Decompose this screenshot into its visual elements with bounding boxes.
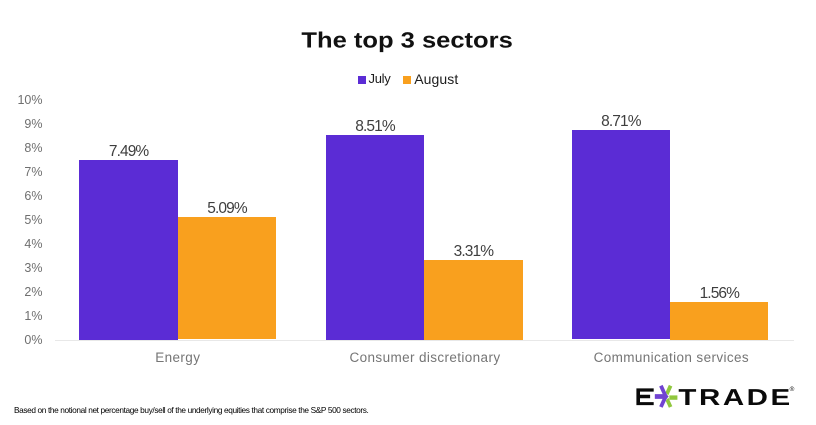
svg-text:TRADE: TRADE: [678, 384, 792, 410]
svg-text:®: ®: [790, 386, 795, 393]
svg-text:The top 3 sectors: The top 3 sectors: [301, 28, 512, 53]
